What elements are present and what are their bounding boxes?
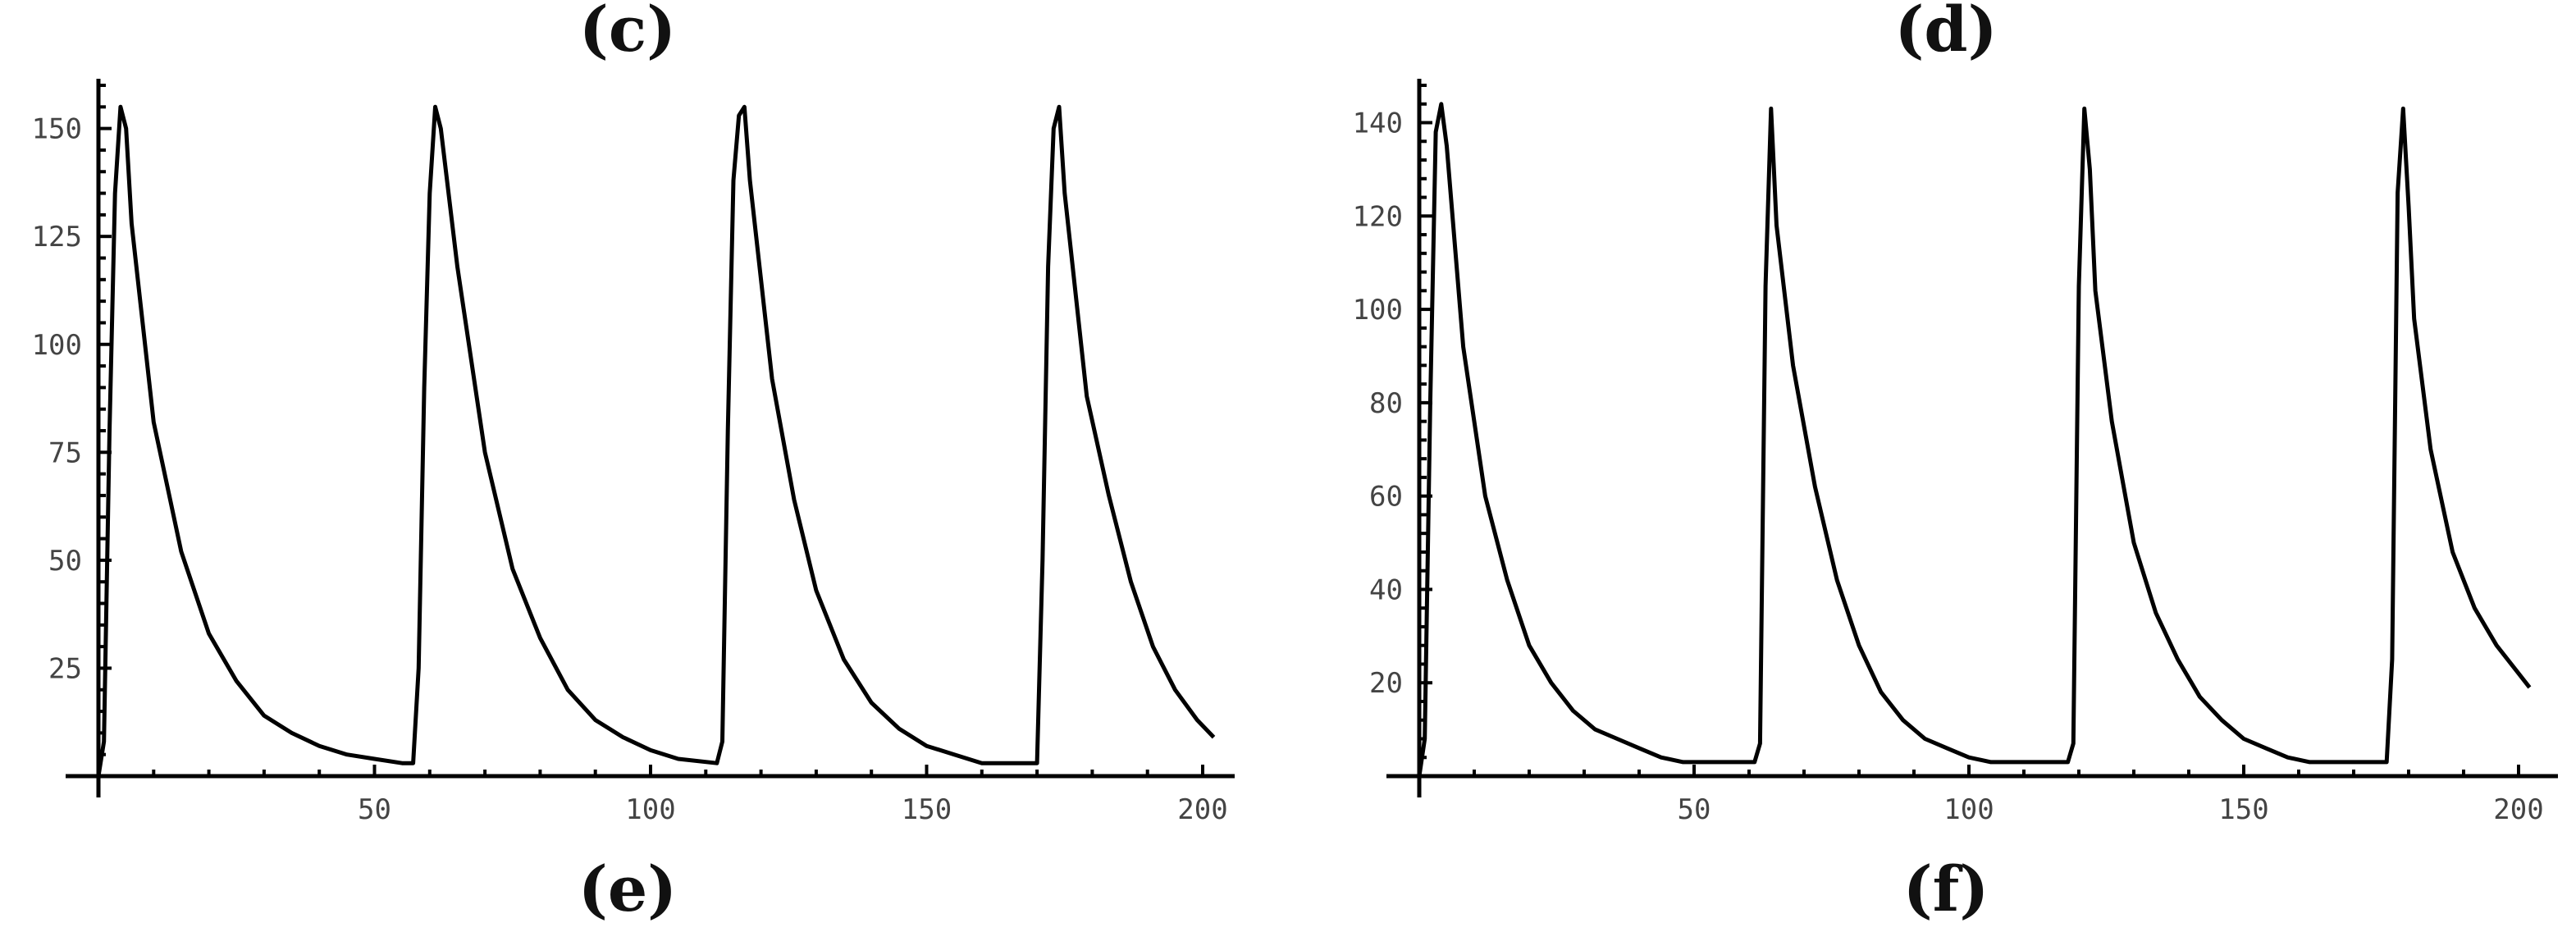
y-tick-label: 140 [1353, 107, 1403, 140]
y-tick-label: 40 [1369, 573, 1403, 606]
x-tick-label: 100 [625, 793, 675, 826]
series-line [96, 104, 1216, 777]
y-tick-label: 80 [1369, 387, 1403, 420]
panel-label-f: (f) [1903, 852, 1989, 925]
y-tick-label: 50 [48, 545, 82, 578]
y-tick-label: 125 [32, 221, 82, 254]
y-tick-label: 75 [48, 436, 82, 469]
y-tick-label: 100 [32, 329, 82, 362]
y-tick-label: 150 [32, 113, 82, 146]
y-tick-label: 60 [1369, 481, 1403, 514]
y-tick-label: 20 [1369, 667, 1403, 700]
x-tick-label: 150 [902, 793, 952, 826]
x-tick-label: 150 [2218, 793, 2268, 826]
x-tick-label: 100 [1943, 793, 1994, 826]
panel-label-d: (d) [1894, 0, 1997, 66]
series-line [1417, 102, 2532, 777]
y-tick-label: 25 [48, 652, 82, 685]
panel-label-e: (e) [578, 852, 677, 925]
y-tick-label: 100 [1353, 294, 1403, 327]
y-tick-label: 120 [1353, 200, 1403, 233]
panel-label-c: (c) [579, 0, 676, 66]
chart-left: 50 100 150 200 25 50 75 100 125 150 [32, 79, 1235, 826]
chart-right: 50 100 150 200 20 40 60 80 100 120 140 [1353, 79, 2558, 826]
x-tick-label: 50 [358, 793, 391, 826]
x-tick-label: 200 [2493, 793, 2543, 826]
x-tick-label: 200 [1177, 793, 1227, 826]
x-tick-label: 50 [1678, 793, 1711, 826]
